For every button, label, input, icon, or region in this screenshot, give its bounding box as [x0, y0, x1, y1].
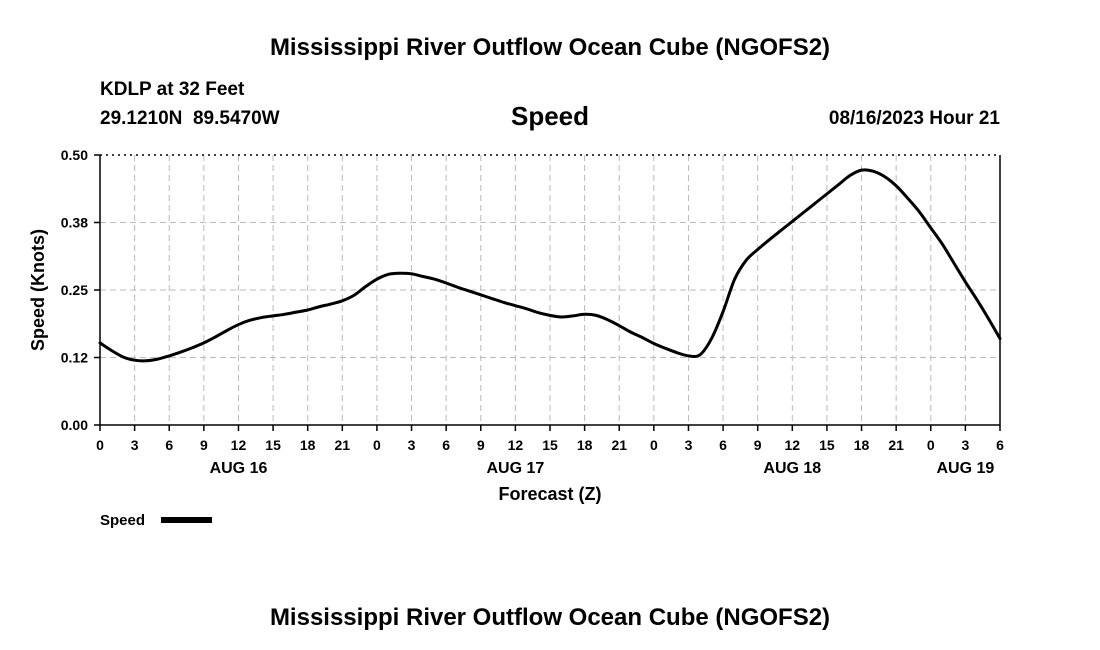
x-tick-label-23: 21 — [888, 437, 904, 453]
x-tick-label-15: 21 — [611, 437, 627, 453]
y-axis-label: Speed (Knots) — [28, 229, 48, 351]
y-tick-label-2: 0.25 — [61, 282, 88, 298]
date-label-3: AUG 19 — [936, 460, 994, 477]
x-tick-label-25: 3 — [961, 437, 969, 453]
grid-lines — [100, 154, 1000, 425]
variable-title: Speed — [511, 101, 589, 131]
x-tick-label-26: 6 — [996, 437, 1004, 453]
x-tick-label-1: 3 — [131, 437, 139, 453]
x-tick-label-10: 6 — [442, 437, 450, 453]
x-tick-label-7: 21 — [335, 437, 351, 453]
x-tick-label-17: 3 — [685, 437, 693, 453]
x-tick-label-22: 18 — [854, 437, 870, 453]
x-tick-label-24: 0 — [927, 437, 935, 453]
y-axis-ticks: 0.00 0.12 0.25 0.38 0.50 — [61, 147, 100, 433]
x-tick-label-13: 15 — [542, 437, 558, 453]
forecast-timestamp: 08/16/2023 Hour 21 — [829, 108, 1001, 129]
x-tick-label-14: 18 — [577, 437, 593, 453]
legend: Speed — [100, 512, 212, 529]
x-tick-label-18: 6 — [719, 437, 727, 453]
x-tick-label-21: 15 — [819, 437, 835, 453]
x-tick-label-19: 9 — [754, 437, 762, 453]
x-tick-label-4: 12 — [231, 437, 247, 453]
x-tick-label-6: 18 — [300, 437, 316, 453]
y-tick-label-4: 0.50 — [61, 147, 88, 163]
date-label-1: AUG 17 — [486, 460, 544, 477]
x-tick-label-20: 12 — [785, 437, 801, 453]
x-tick-label-0: 0 — [96, 437, 104, 453]
x-tick-label-5: 15 — [265, 437, 281, 453]
legend-label: Speed — [100, 512, 145, 529]
date-label-2: AUG 18 — [763, 460, 821, 477]
x-tick-label-2: 6 — [165, 437, 173, 453]
station-coordinates: 29.1210N 89.5470W — [100, 108, 280, 129]
y-tick-label-0: 0.00 — [61, 417, 88, 433]
x-tick-label-8: 0 — [373, 437, 381, 453]
x-axis-ticks: 0 3 6 9 12 15 18 21 0 3 6 9 12 15 18 21 0 3 6 9 12 15 18 21 0 3 6 — [96, 425, 1004, 453]
x-axis-label: Forecast (Z) — [498, 484, 601, 504]
x-tick-label-16: 0 — [650, 437, 658, 453]
speed-series-line — [98, 168, 1002, 363]
x-axis-date-labels: AUG 16 AUG 17 AUG 18 AUG 19 — [210, 460, 995, 477]
x-tick-label-11: 9 — [477, 437, 485, 453]
chart-title-bottom: Mississippi River Outflow Ocean Cube (NG… — [270, 604, 830, 631]
x-tick-label-3: 9 — [200, 437, 208, 453]
station-label: KDLP at 32 Feet — [100, 79, 245, 100]
x-tick-label-9: 3 — [408, 437, 416, 453]
y-tick-label-1: 0.12 — [61, 350, 88, 366]
y-tick-label-3: 0.38 — [61, 215, 88, 231]
date-label-0: AUG 16 — [210, 460, 268, 477]
x-tick-label-12: 12 — [508, 437, 524, 453]
chart-title-top: Mississippi River Outflow Ocean Cube (NG… — [270, 34, 830, 61]
